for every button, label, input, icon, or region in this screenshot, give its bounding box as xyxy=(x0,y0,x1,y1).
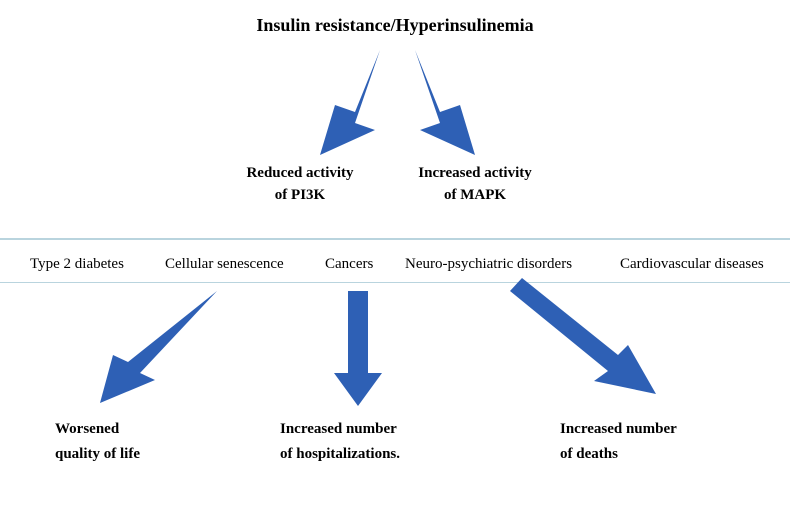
outcome-deaths-line2: of deaths xyxy=(560,445,618,464)
label-increased-mapk-line2: of MAPK xyxy=(444,186,506,205)
outcome-qol-line2: quality of life xyxy=(55,445,140,464)
band-type2-diabetes: Type 2 diabetes xyxy=(30,255,124,274)
label-increased-mapk-line1: Increased activity xyxy=(418,164,531,183)
title-text: Insulin resistance/Hyperinsulinemia xyxy=(256,14,533,37)
arrow-band-to-hosp xyxy=(328,288,388,408)
arrow-band-to-deaths xyxy=(488,288,658,408)
band-cardiovascular: Cardiovascular diseases xyxy=(620,255,764,274)
band-cancers: Cancers xyxy=(325,255,373,274)
diagram-canvas: Insulin resistance/Hyperinsulinemia Redu… xyxy=(0,0,790,505)
outcome-deaths-line1: Increased number xyxy=(560,420,677,439)
arrow-title-to-mapk xyxy=(390,45,510,160)
divider-bottom xyxy=(0,282,790,283)
arrow-title-to-pi3k xyxy=(285,45,405,160)
outcome-qol-line1: Worsened xyxy=(55,420,119,439)
label-reduced-pi3k-line1: Reduced activity xyxy=(246,164,353,183)
label-reduced-pi3k-line2: of PI3K xyxy=(275,186,325,205)
band-cellular-senescence: Cellular senescence xyxy=(165,255,284,274)
outcome-hosp-line1: Increased number xyxy=(280,420,397,439)
arrow-band-to-qol xyxy=(95,288,245,408)
outcome-hosp-line2: of hospitalizations. xyxy=(280,445,400,464)
divider-top xyxy=(0,238,790,240)
band-neuro-psychiatric: Neuro-psychiatric disorders xyxy=(405,255,572,274)
